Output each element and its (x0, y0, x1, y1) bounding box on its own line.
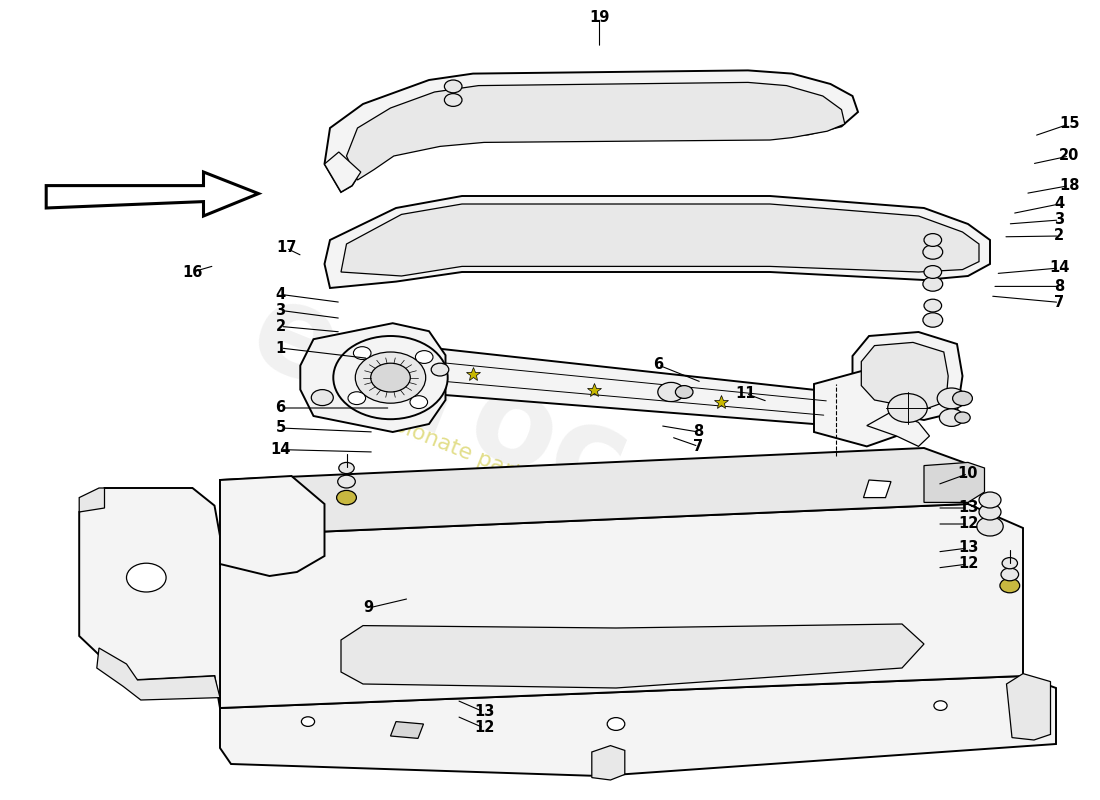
Polygon shape (46, 172, 258, 216)
Text: 14: 14 (1049, 261, 1069, 275)
Circle shape (979, 504, 1001, 520)
Circle shape (1001, 568, 1019, 581)
Polygon shape (324, 70, 858, 192)
Polygon shape (341, 204, 979, 276)
Circle shape (923, 245, 943, 259)
Polygon shape (220, 504, 1023, 708)
Text: 10: 10 (958, 466, 978, 481)
Polygon shape (97, 648, 220, 700)
Text: 12: 12 (958, 517, 978, 531)
Circle shape (444, 94, 462, 106)
Text: 5: 5 (275, 421, 286, 435)
Text: 15: 15 (1059, 117, 1079, 131)
Circle shape (1000, 578, 1020, 593)
Polygon shape (220, 476, 324, 576)
Text: 8: 8 (693, 425, 704, 439)
Text: 13: 13 (474, 705, 494, 719)
Circle shape (924, 266, 942, 278)
Text: 17: 17 (276, 241, 296, 255)
Polygon shape (341, 624, 924, 688)
Circle shape (301, 717, 315, 726)
Text: 13: 13 (958, 501, 978, 515)
Circle shape (675, 386, 693, 398)
Circle shape (333, 336, 448, 419)
Text: euroc: euroc (234, 270, 646, 530)
Text: 12: 12 (474, 721, 494, 735)
Polygon shape (324, 196, 990, 288)
Circle shape (1002, 558, 1018, 569)
Circle shape (923, 313, 943, 327)
Polygon shape (924, 462, 984, 502)
Polygon shape (220, 448, 968, 536)
Text: 6: 6 (652, 358, 663, 372)
Circle shape (431, 363, 449, 376)
Polygon shape (864, 480, 891, 498)
Text: 1: 1 (275, 341, 286, 355)
Circle shape (416, 350, 433, 363)
Polygon shape (220, 676, 1056, 776)
Circle shape (126, 563, 166, 592)
Circle shape (924, 299, 942, 312)
Polygon shape (867, 370, 930, 404)
Circle shape (607, 718, 625, 730)
Text: 7: 7 (693, 439, 704, 454)
Circle shape (355, 352, 426, 403)
Circle shape (371, 363, 410, 392)
Circle shape (953, 391, 972, 406)
Text: 19: 19 (590, 10, 609, 25)
Circle shape (410, 396, 428, 409)
Circle shape (348, 392, 365, 405)
Circle shape (934, 701, 947, 710)
Circle shape (444, 80, 462, 93)
Text: 3: 3 (1054, 213, 1065, 227)
Circle shape (888, 394, 927, 422)
Polygon shape (79, 488, 220, 708)
Polygon shape (867, 412, 930, 446)
Text: 20: 20 (1059, 149, 1079, 163)
Circle shape (924, 234, 942, 246)
Circle shape (338, 475, 355, 488)
Circle shape (311, 390, 333, 406)
Text: 12: 12 (958, 557, 978, 571)
Text: 9: 9 (363, 601, 374, 615)
Text: 16: 16 (183, 265, 202, 279)
Polygon shape (861, 342, 948, 410)
Text: 6: 6 (275, 401, 286, 415)
Text: 7: 7 (1054, 295, 1065, 310)
Polygon shape (1006, 674, 1050, 740)
Text: 3: 3 (275, 303, 286, 318)
Text: 4: 4 (1054, 197, 1065, 211)
Text: 14: 14 (271, 442, 290, 457)
Text: 8: 8 (1054, 279, 1065, 294)
Text: a passionate parts since 1995: a passionate parts since 1995 (336, 392, 654, 536)
Circle shape (658, 382, 684, 402)
Polygon shape (814, 370, 896, 446)
Polygon shape (592, 746, 625, 780)
Circle shape (939, 409, 964, 426)
Circle shape (979, 492, 1001, 508)
Circle shape (923, 277, 943, 291)
Circle shape (339, 462, 354, 474)
Text: 11: 11 (736, 386, 756, 401)
Circle shape (337, 490, 356, 505)
Text: 18: 18 (1059, 178, 1079, 193)
Text: 2: 2 (275, 319, 286, 334)
Polygon shape (324, 152, 361, 192)
Polygon shape (346, 82, 845, 180)
Circle shape (937, 388, 966, 409)
Text: 13: 13 (958, 541, 978, 555)
Circle shape (353, 346, 371, 359)
Polygon shape (300, 323, 446, 432)
Polygon shape (390, 722, 424, 738)
Circle shape (955, 412, 970, 423)
Polygon shape (79, 488, 104, 512)
Circle shape (977, 517, 1003, 536)
Text: 2: 2 (1054, 229, 1065, 243)
Polygon shape (353, 340, 828, 425)
Text: 4: 4 (275, 287, 286, 302)
Polygon shape (852, 332, 962, 420)
